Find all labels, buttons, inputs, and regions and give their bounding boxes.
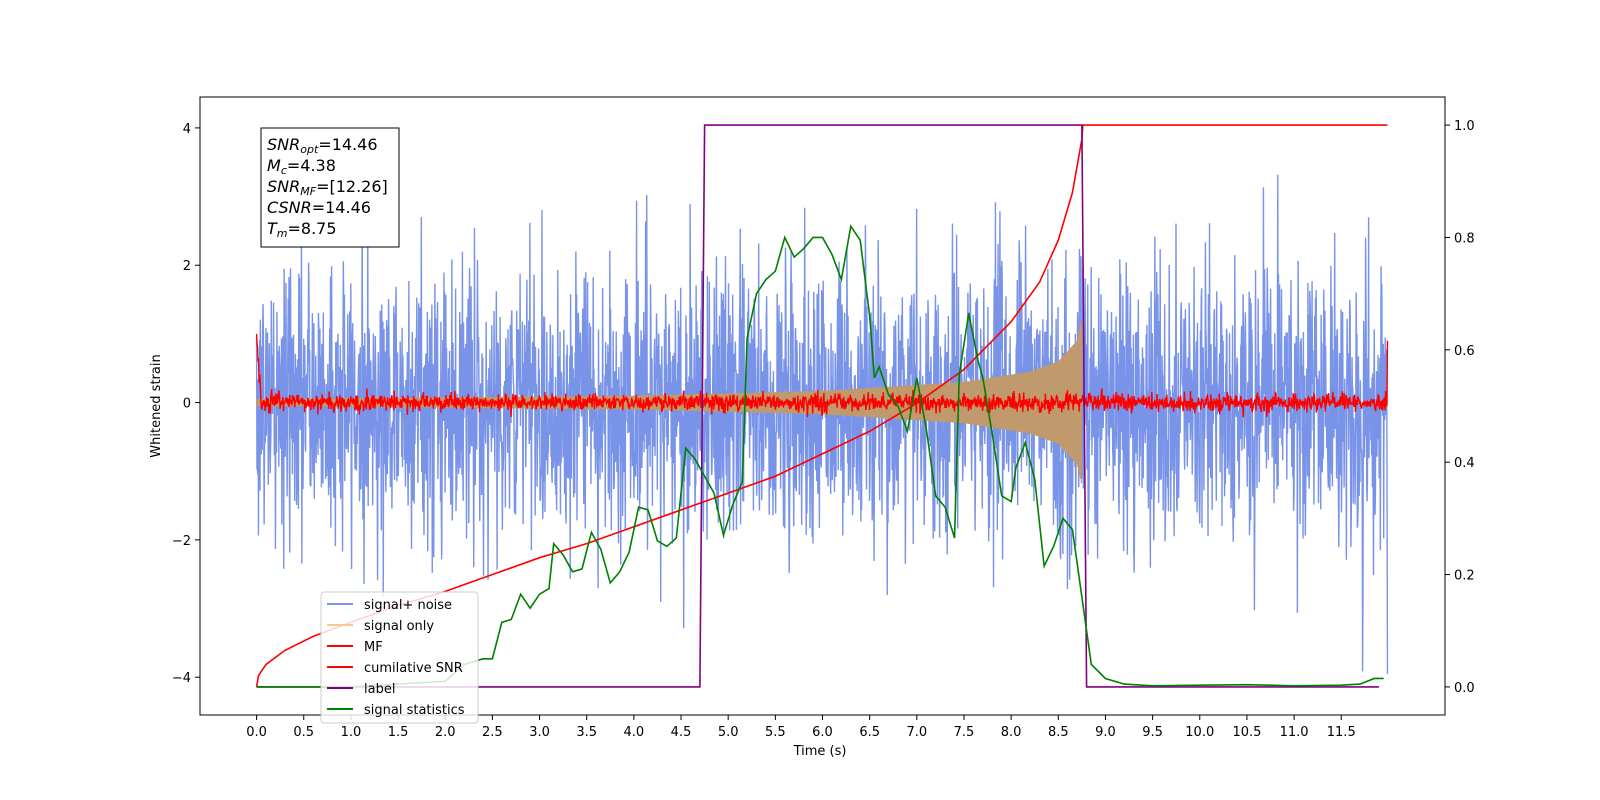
x-tick-label: 7.0	[906, 725, 927, 740]
annotation-line: Tm=8.75	[267, 219, 337, 240]
y-left-tick-label: −4	[172, 671, 191, 686]
x-tick-label: 0.0	[246, 725, 267, 740]
annotation-line: SNRopt=14.46	[267, 135, 378, 156]
x-tick-label: 1.5	[388, 725, 409, 740]
series-signal-statistics-line	[256, 224, 1384, 688]
y-left-tick-label: 0	[183, 397, 191, 412]
x-tick-label: 4.0	[624, 725, 645, 740]
y-right-tick-label: 0.8	[1454, 231, 1475, 246]
y-left-tick-label: 2	[183, 259, 191, 274]
x-tick-label: 9.0	[1095, 725, 1116, 740]
legend-label: signal statistics	[364, 703, 465, 718]
annotation-line: SNRMF=[12.26]	[267, 177, 388, 198]
y-left-tick-label: −2	[172, 534, 191, 549]
x-tick-label: 7.5	[954, 725, 975, 740]
y-left-tick-label: 4	[183, 122, 191, 137]
x-tick-label: 4.5	[671, 725, 692, 740]
y-right-tick-label: 0.0	[1454, 681, 1475, 696]
x-tick-label: 8.5	[1048, 725, 1069, 740]
series-cumilative-snr-line	[255, 124, 1388, 688]
x-tick-label: 3.0	[529, 725, 550, 740]
x-tick-label: 5.0	[718, 725, 739, 740]
x-tick-label: 10.0	[1185, 725, 1214, 740]
x-tick-label: 0.5	[293, 725, 314, 740]
y-axis-left: 4 2 0 −2 −4	[172, 122, 200, 686]
series-label-line	[256, 124, 1379, 688]
legend-frame	[320, 591, 479, 724]
series-signal-noise-line	[255, 174, 1389, 674]
y-right-tick-label: 0.6	[1454, 344, 1475, 359]
x-tick-label: 2.0	[435, 725, 456, 740]
x-tick-label: 2.5	[482, 725, 503, 740]
y-axis-label: Whitened strain	[149, 354, 164, 457]
legend-label: signal only	[364, 619, 434, 634]
x-tick-label: 10.5	[1232, 725, 1261, 740]
x-tick-label: 9.5	[1142, 725, 1163, 740]
annotation-line: Mc=4.38	[267, 156, 336, 177]
x-tick-label: 11.5	[1327, 725, 1356, 740]
x-axis-label: Time (s)	[793, 744, 847, 759]
series-mf-line	[255, 333, 1389, 418]
legend-label: cumilative SNR	[364, 661, 463, 676]
legend-label: MF	[364, 640, 383, 655]
x-tick-label: 1.0	[341, 725, 362, 740]
x-tick-label: 3.5	[576, 725, 597, 740]
y-right-tick-label: 0.2	[1454, 569, 1475, 584]
x-tick-label: 6.5	[859, 725, 880, 740]
legend-label: label	[364, 682, 395, 697]
y-right-tick-label: 0.4	[1454, 456, 1475, 471]
y-right-tick-label: 1.0	[1454, 119, 1475, 134]
x-tick-label: 5.5	[765, 725, 786, 740]
annotation-frame	[260, 127, 400, 248]
legend-label: signal+ noise	[364, 598, 452, 613]
annotation-line: CSNR=14.46	[267, 198, 371, 217]
x-tick-label: 6.0	[812, 725, 833, 740]
x-axis: 0.0 0.5 1.0 1.5 2.0 2.5 3.0 3.5 4.0 4.5 5.0 5.5 6.0 6…	[246, 715, 1356, 740]
plot-area	[255, 124, 1389, 688]
annotation-box: SNRopt=14.46Mc=4.38SNRMF=[12.26]CSNR=14.…	[260, 127, 400, 248]
y-axis-right: 1.0 0.8 0.6 0.4 0.2 0.0	[1445, 119, 1475, 696]
x-tick-label: 11.0	[1280, 725, 1309, 740]
x-tick-label: 8.0	[1001, 725, 1022, 740]
legend: signal+ noise signal only MF cumilative SNR…	[320, 591, 479, 724]
